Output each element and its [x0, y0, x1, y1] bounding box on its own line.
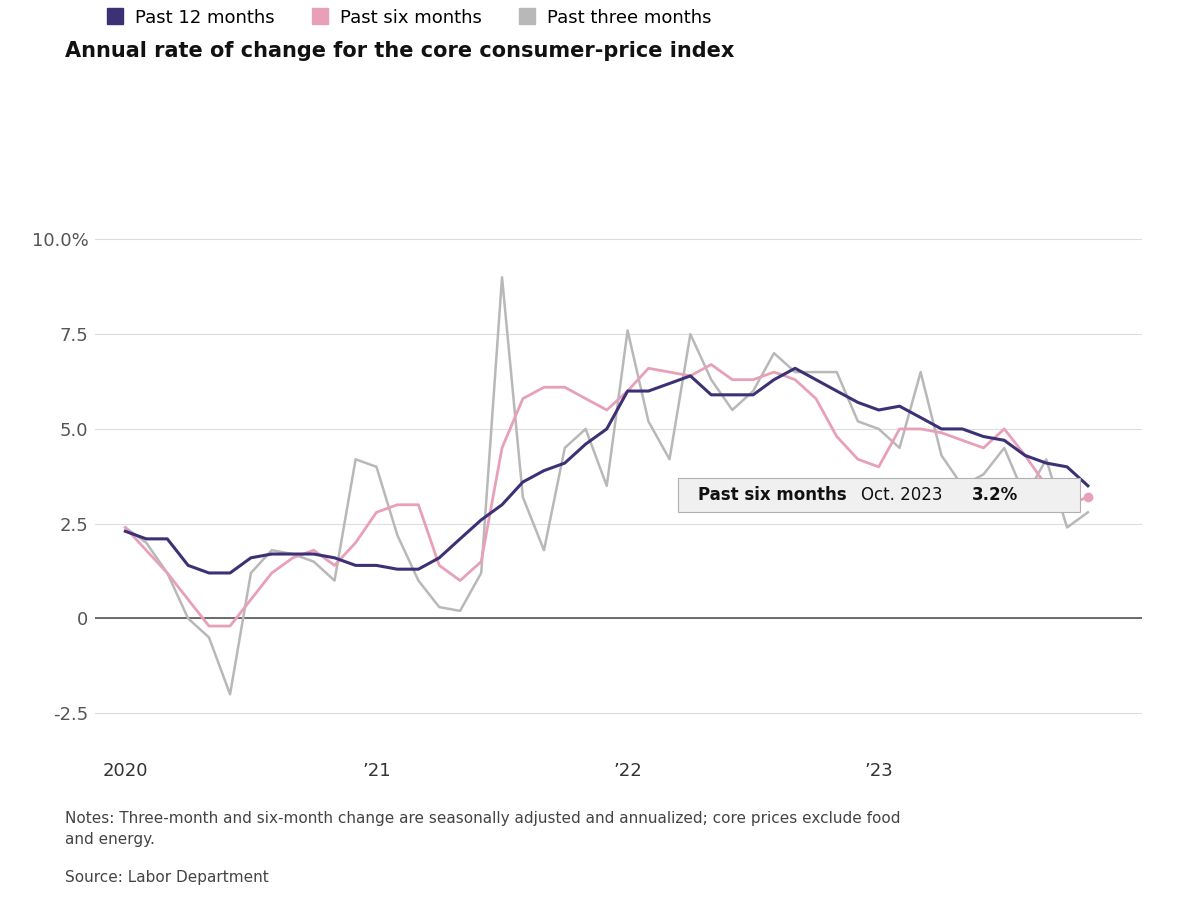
- Text: Oct. 2023: Oct. 2023: [862, 485, 948, 504]
- Text: Past six months: Past six months: [697, 485, 846, 504]
- FancyBboxPatch shape: [678, 478, 1079, 511]
- Legend: Past 12 months, Past six months, Past three months: Past 12 months, Past six months, Past th…: [99, 2, 719, 35]
- Text: Source: Labor Department: Source: Labor Department: [65, 870, 269, 885]
- Text: Notes: Three-month and six-month change are seasonally adjusted and annualized; : Notes: Three-month and six-month change …: [65, 811, 901, 846]
- Text: Annual rate of change for the core consumer-price index: Annual rate of change for the core consu…: [65, 41, 735, 61]
- Text: 3.2%: 3.2%: [971, 485, 1017, 504]
